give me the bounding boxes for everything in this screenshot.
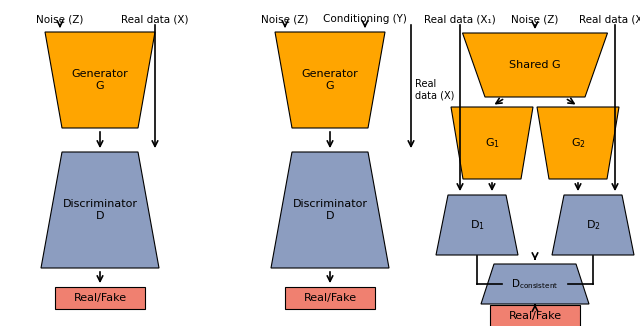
Text: Real data (X₁): Real data (X₁)	[424, 14, 496, 24]
Text: Real data (X₂): Real data (X₂)	[579, 14, 640, 24]
Polygon shape	[552, 195, 634, 255]
Polygon shape	[436, 195, 518, 255]
Polygon shape	[537, 107, 619, 179]
Bar	[285, 287, 375, 309]
Text: D$_{\mathrm{consistent}}$: D$_{\mathrm{consistent}}$	[511, 277, 559, 291]
Text: Real data (X): Real data (X)	[121, 14, 189, 24]
Text: Real/Fake: Real/Fake	[303, 293, 356, 303]
Polygon shape	[463, 33, 607, 97]
Bar	[490, 305, 580, 326]
Text: Conditioning (Y): Conditioning (Y)	[323, 14, 407, 24]
Bar	[55, 287, 145, 309]
Text: Noise (Z): Noise (Z)	[36, 14, 84, 24]
Text: Noise (Z): Noise (Z)	[261, 14, 308, 24]
Polygon shape	[41, 152, 159, 268]
Text: Noise (Z): Noise (Z)	[511, 14, 559, 24]
Text: Generator
G: Generator G	[72, 69, 129, 91]
Polygon shape	[275, 32, 385, 128]
Polygon shape	[271, 152, 389, 268]
Polygon shape	[45, 32, 155, 128]
Text: Real/Fake: Real/Fake	[508, 311, 561, 321]
Text: G$_1$: G$_1$	[484, 136, 499, 150]
Text: D$_1$: D$_1$	[470, 218, 484, 232]
Text: Discriminator
D: Discriminator D	[63, 199, 138, 221]
Polygon shape	[451, 107, 533, 179]
Text: Discriminator
D: Discriminator D	[292, 199, 367, 221]
Text: Shared G: Shared G	[509, 60, 561, 70]
Text: G$_2$: G$_2$	[571, 136, 586, 150]
Text: Real
data (X): Real data (X)	[415, 79, 454, 101]
Text: Real/Fake: Real/Fake	[74, 293, 127, 303]
Text: Generator
G: Generator G	[301, 69, 358, 91]
Text: D$_2$: D$_2$	[586, 218, 600, 232]
Polygon shape	[481, 264, 589, 304]
